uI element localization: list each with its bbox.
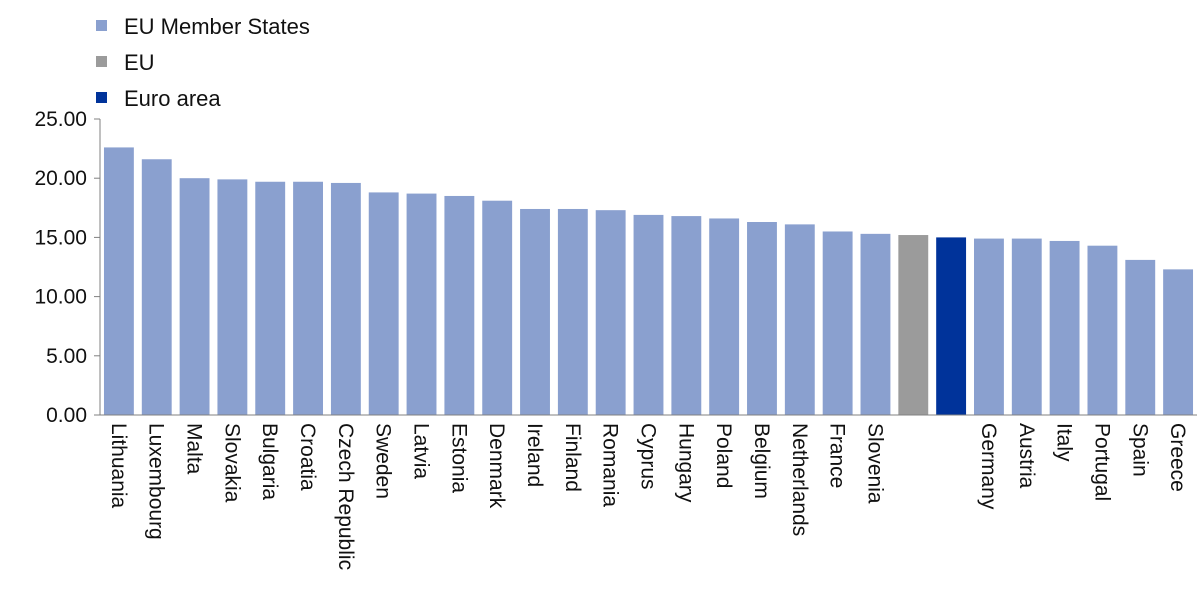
x-axis-labels: Lithuania Luxembourg Malta Slovakia Bulgaria… [107,423,1189,570]
legend-label: EU [124,50,155,75]
bar [709,218,740,415]
x-category-label: Lithuania [107,423,130,509]
x-category-label: Croatia [296,423,319,491]
y-tick-label: 25.00 [34,108,87,131]
x-category-label: Finland [561,423,584,492]
bar [595,210,626,415]
x-category-label: Luxembourg [145,423,168,540]
bar [784,224,815,415]
x-category-label: Greece [1166,423,1189,492]
y-axis-ticks: 0.00 5.00 10.00 15.00 20.00 25.00 [34,108,100,427]
bar [671,216,702,415]
y-tick-label: 5.00 [46,345,87,368]
bar [822,231,853,415]
x-category-label: Poland [712,423,735,488]
bar [860,233,891,415]
bar [179,178,210,415]
x-category-label: Italy [1053,423,1076,462]
bar [1049,240,1080,415]
bar [255,181,286,415]
bar [368,192,399,415]
x-category-label: Austria [1015,423,1038,489]
x-category-label: Malta [183,423,206,475]
x-category-label: Denmark [485,423,508,509]
x-category-label: Hungary [674,423,697,503]
x-category-label: Slovakia [220,423,243,503]
bar [1011,238,1042,415]
bar [141,159,172,415]
x-category-label: Sweden [372,423,395,499]
legend-swatch [96,20,107,31]
x-category-label: Ireland [523,423,546,487]
bars [103,147,1194,416]
x-category-label: Cyprus [637,423,660,490]
x-category-label: Germany [977,423,1000,510]
legend-swatch [96,92,107,103]
bar [1087,245,1118,415]
bar [444,195,475,415]
x-category-label: Bulgaria [258,423,281,500]
x-category-label: Estonia [447,423,470,493]
bar [217,179,248,415]
x-category-label: Netherlands [788,423,811,536]
x-category-label: France [826,423,849,488]
bar [293,181,323,415]
x-category-label: Latvia [410,423,433,479]
legend-swatch [96,56,107,67]
y-tick-label: 0.00 [46,404,87,427]
x-category-label: Romania [599,423,622,507]
x-category-label: Czech Republic [334,423,357,570]
bar [936,237,967,415]
bar [1163,269,1194,415]
bar [974,238,1004,415]
bar [557,208,588,415]
bar [1125,259,1156,415]
y-tick-label: 10.00 [34,286,87,309]
bar [898,235,929,415]
bar [633,214,664,415]
legend-label: Euro area [124,86,221,111]
axes [99,119,1197,416]
bar [482,200,513,415]
legend: EU Member States EU Euro area [96,14,310,111]
bar [406,193,437,415]
x-category-label: Portugal [1090,423,1113,501]
bar [330,182,361,415]
x-category-label: Slovenia [863,423,886,504]
bar [520,208,550,415]
bar [103,147,134,416]
y-tick-label: 20.00 [34,167,87,190]
bar [747,222,777,415]
legend-label: EU Member States [124,14,310,39]
y-tick-label: 15.00 [34,226,87,249]
x-category-label: Spain [1128,423,1151,477]
x-category-label: Belgium [750,423,773,499]
